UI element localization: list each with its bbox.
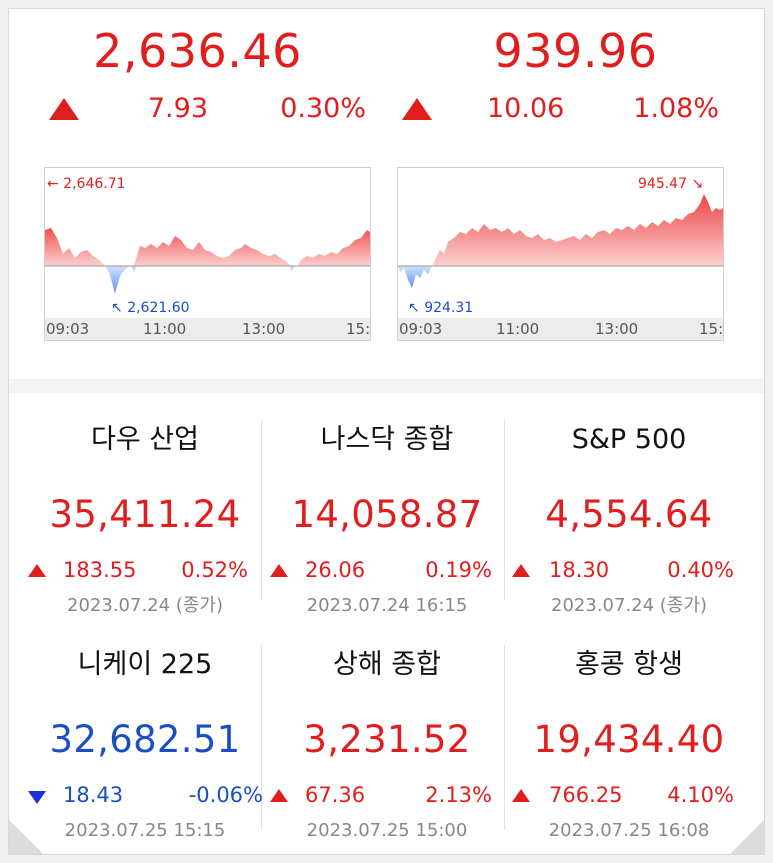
kospi-below-area	[105, 266, 295, 294]
up-triangle-icon	[512, 564, 530, 577]
index-change: 18.30	[549, 558, 610, 582]
kosdaq-low-annotation: ↖ 924.31	[408, 300, 473, 316]
index-date: 2023.07.24 (종가)	[551, 595, 707, 616]
kosdaq-block[interactable]: 939.96 10.06 1.08% 945.47 ↘	[387, 9, 764, 379]
kospi-high-annotation: ← 2,646.71	[47, 176, 126, 192]
index-date: 2023.07.25 15:15	[64, 820, 226, 841]
kospi-value: 2,636.46	[93, 24, 302, 78]
tick-label: 11:00	[496, 320, 540, 338]
column-divider	[261, 420, 262, 600]
index-change: 26.06	[305, 558, 366, 582]
down-right-arrow-icon: ↘	[691, 176, 704, 192]
index-value: 32,682.51	[49, 718, 241, 761]
section-divider	[9, 379, 764, 393]
tick-label: 15:	[346, 320, 371, 338]
kosdaq-above-area	[432, 194, 723, 266]
index-name: S&P 500	[571, 424, 687, 455]
index-date: 2023.07.25 15:00	[306, 820, 468, 841]
index-percent: 0.52%	[181, 558, 248, 582]
kosdaq-intraday-chart[interactable]: 945.47 ↘ ↖ 924.31 09:03 11:00 13:00 15:	[397, 167, 724, 341]
tick-label: 09:03	[46, 320, 90, 338]
kosdaq-below-area	[398, 266, 432, 288]
index-change: 183.55	[63, 558, 137, 582]
kospi-time-axis: 09:03 11:00 13:00 15:	[45, 318, 370, 340]
index-percent: 4.10%	[667, 783, 734, 807]
up-triangle-icon	[512, 789, 530, 802]
index-card-dow[interactable]: 다우 산업 35,411.24 183.55 0.52% 2023.07.24 …	[25, 400, 265, 616]
index-card-sp500[interactable]: S&P 500 4,554.64 18.30 0.40% 2023.07.24 …	[509, 400, 749, 616]
kospi-high-label: 2,646.71	[63, 176, 126, 192]
index-value: 3,231.52	[303, 718, 471, 761]
index-value: 19,434.40	[533, 718, 725, 761]
kosdaq-high-annotation: 945.47 ↘	[638, 176, 703, 192]
index-value: 35,411.24	[49, 493, 241, 536]
index-value: 4,554.64	[545, 493, 713, 536]
index-card-nikkei[interactable]: 니케이 225 32,682.51 18.43 -0.06% 2023.07.2…	[25, 625, 265, 841]
up-left-arrow-icon: ↖	[111, 300, 123, 316]
kospi-low-label: 2,621.60	[127, 300, 190, 316]
kosdaq-change: 10.06	[487, 93, 565, 124]
up-triangle-icon	[402, 98, 432, 120]
index-name: 니케이 225	[77, 649, 213, 680]
column-divider	[504, 645, 505, 830]
tick-label: 09:03	[399, 320, 443, 338]
corner-fold-bottom-right	[730, 820, 764, 854]
index-date: 2023.07.25 16:08	[548, 820, 710, 841]
up-left-arrow-icon: ↖	[408, 300, 420, 316]
index-card-hangseng[interactable]: 홍콩 항생 19,434.40 766.25 4.10% 2023.07.25 …	[509, 625, 749, 841]
kospi-change: 7.93	[147, 93, 208, 124]
kospi-above-area	[45, 228, 370, 266]
kosdaq-high-label: 945.47	[638, 176, 687, 192]
up-triangle-icon	[28, 564, 46, 577]
domestic-index-panel: 2,636.46 7.93 0.30% ← 2,646.71	[9, 9, 764, 379]
up-triangle-icon	[49, 98, 79, 120]
index-value: 14,058.87	[291, 493, 483, 536]
index-name: 나스닥 종합	[320, 424, 454, 455]
left-arrow-icon: ←	[47, 176, 59, 192]
kospi-chart-svg	[45, 228, 370, 294]
index-change: 766.25	[549, 783, 623, 807]
index-date: 2023.07.24 16:15	[306, 595, 468, 616]
index-change: 18.43	[63, 783, 124, 807]
up-triangle-icon	[270, 564, 288, 577]
index-date: 2023.07.24 (종가)	[67, 595, 223, 616]
up-triangle-icon	[270, 789, 288, 802]
kospi-low-annotation: ↖ 2,621.60	[111, 300, 190, 316]
tick-label: 13:00	[595, 320, 639, 338]
kospi-percent: 0.30%	[280, 93, 366, 124]
index-name: 홍콩 항생	[575, 649, 683, 680]
index-percent: 0.19%	[425, 558, 492, 582]
kospi-block[interactable]: 2,636.46 7.93 0.30% ← 2,646.71	[9, 9, 386, 379]
world-index-grid: 다우 산업 35,411.24 183.55 0.52% 2023.07.24 …	[9, 400, 764, 850]
kosdaq-time-axis: 09:03 11:00 13:00 15:	[398, 318, 723, 340]
index-name: 상해 종합	[333, 649, 441, 680]
tick-label: 15:	[699, 320, 724, 338]
corner-fold-bottom-left	[9, 820, 43, 854]
index-percent: -0.06%	[188, 783, 263, 807]
column-divider	[504, 420, 505, 600]
kosdaq-percent: 1.08%	[633, 93, 719, 124]
kosdaq-low-label: 924.31	[424, 300, 474, 316]
kosdaq-chart-svg	[398, 194, 723, 288]
tick-label: 11:00	[143, 320, 187, 338]
index-change: 67.36	[305, 783, 366, 807]
kosdaq-value: 939.96	[493, 24, 658, 78]
index-card-nasdaq[interactable]: 나스닥 종합 14,058.87 26.06 0.19% 2023.07.24 …	[267, 400, 507, 616]
index-name: 다우 산업	[91, 424, 199, 455]
kospi-intraday-chart[interactable]: ← 2,646.71 ↖ 2,621.60 09:03 11:00 13:00 …	[44, 167, 371, 341]
column-divider	[261, 645, 262, 830]
index-card-shanghai[interactable]: 상해 종합 3,231.52 67.36 2.13% 2023.07.25 15…	[267, 625, 507, 841]
tick-label: 13:00	[242, 320, 286, 338]
index-percent: 0.40%	[667, 558, 734, 582]
down-triangle-icon	[28, 791, 46, 804]
index-percent: 2.13%	[425, 783, 492, 807]
